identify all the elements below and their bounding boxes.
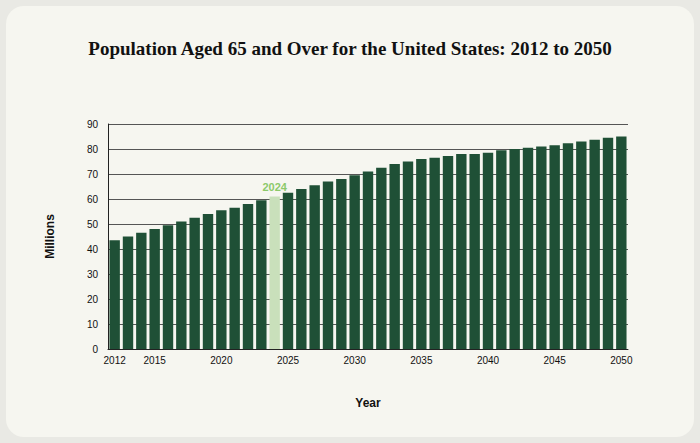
svg-text:30: 30: [87, 269, 99, 280]
svg-text:2020: 2020: [210, 355, 233, 366]
svg-text:Year: Year: [355, 396, 381, 410]
svg-text:2035: 2035: [410, 355, 433, 366]
svg-text:10: 10: [87, 319, 99, 330]
svg-text:2025: 2025: [277, 355, 300, 366]
svg-text:2040: 2040: [477, 355, 500, 366]
svg-text:2024: 2024: [262, 181, 287, 193]
svg-text:0: 0: [92, 344, 98, 355]
svg-text:70: 70: [87, 169, 99, 180]
svg-text:Millions: Millions: [43, 214, 57, 259]
svg-text:2030: 2030: [344, 355, 367, 366]
svg-text:2050: 2050: [610, 355, 633, 366]
svg-text:Population Aged 65 and Over fo: Population Aged 65 and Over for the Unit…: [88, 38, 611, 59]
svg-text:20: 20: [87, 294, 99, 305]
svg-text:60: 60: [87, 194, 99, 205]
svg-text:40: 40: [87, 244, 99, 255]
svg-text:2012: 2012: [104, 355, 127, 366]
svg-text:50: 50: [87, 219, 99, 230]
svg-text:90: 90: [87, 119, 99, 130]
svg-text:2015: 2015: [144, 355, 167, 366]
svg-text:2045: 2045: [544, 355, 567, 366]
svg-text:80: 80: [87, 144, 99, 155]
